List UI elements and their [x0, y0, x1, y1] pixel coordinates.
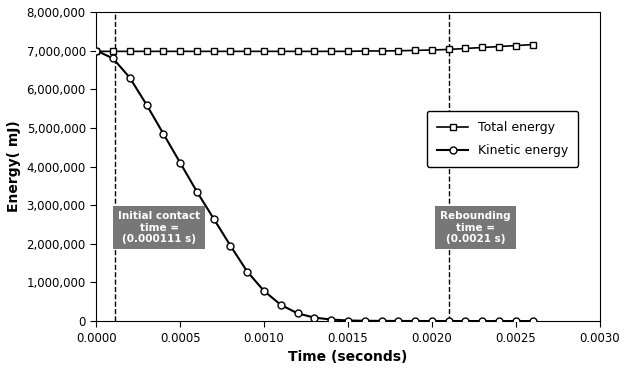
Kinetic energy — [159, 131, 167, 136]
Total energy — [327, 49, 335, 53]
Kinetic energy — [428, 319, 436, 323]
Kinetic energy — [495, 319, 503, 323]
Kinetic energy — [227, 243, 234, 248]
Kinetic energy — [445, 319, 453, 323]
Kinetic energy — [193, 190, 201, 194]
Total energy — [210, 49, 218, 53]
Total energy — [377, 49, 385, 53]
Total energy — [445, 47, 453, 52]
Total energy — [176, 49, 184, 53]
Kinetic energy — [394, 319, 402, 323]
Kinetic energy — [277, 303, 285, 307]
Kinetic energy — [344, 318, 352, 323]
Kinetic energy — [377, 319, 385, 323]
Total energy — [193, 49, 201, 53]
Text: Rebounding
time =
(0.0021 s): Rebounding time = (0.0021 s) — [440, 211, 511, 244]
Kinetic energy — [143, 102, 150, 107]
Kinetic energy — [243, 269, 251, 274]
Kinetic energy — [260, 289, 268, 293]
Y-axis label: Energy( mJ): Energy( mJ) — [7, 121, 21, 212]
Total energy — [260, 49, 268, 53]
Total energy — [277, 49, 285, 53]
Kinetic energy — [512, 319, 520, 323]
Total energy — [361, 49, 369, 53]
Kinetic energy — [327, 317, 335, 322]
Legend: Total energy, Kinetic energy: Total energy, Kinetic energy — [427, 111, 578, 167]
Total energy — [310, 49, 318, 53]
Kinetic energy — [411, 319, 419, 323]
Kinetic energy — [529, 319, 536, 323]
Kinetic energy — [294, 311, 302, 316]
Kinetic energy — [109, 56, 117, 60]
Total energy — [243, 49, 251, 53]
Total energy — [109, 49, 117, 53]
Kinetic energy — [461, 319, 469, 323]
Total energy — [159, 49, 167, 53]
Total energy — [394, 49, 402, 53]
Total energy — [411, 48, 419, 53]
Kinetic energy — [210, 216, 218, 221]
Total energy — [428, 48, 436, 52]
Total energy — [529, 42, 536, 47]
Total energy — [294, 49, 302, 53]
Text: Initial contact
time =
(0.000111 s): Initial contact time = (0.000111 s) — [118, 211, 200, 244]
Line: Total energy: Total energy — [93, 41, 536, 55]
Total energy — [227, 49, 234, 53]
Total energy — [512, 43, 520, 48]
Kinetic energy — [176, 160, 184, 165]
Total energy — [344, 49, 352, 53]
Total energy — [461, 46, 469, 51]
Kinetic energy — [310, 315, 318, 320]
Total energy — [478, 45, 486, 50]
X-axis label: Time (seconds): Time (seconds) — [288, 350, 408, 364]
Kinetic energy — [361, 319, 369, 323]
Kinetic energy — [126, 75, 134, 80]
Kinetic energy — [92, 48, 100, 53]
Total energy — [92, 49, 100, 53]
Line: Kinetic energy: Kinetic energy — [93, 47, 536, 325]
Total energy — [143, 49, 150, 53]
Kinetic energy — [478, 319, 486, 323]
Total energy — [126, 49, 134, 53]
Total energy — [495, 44, 503, 49]
